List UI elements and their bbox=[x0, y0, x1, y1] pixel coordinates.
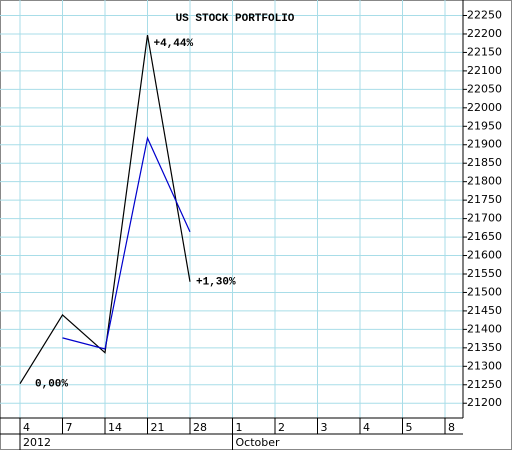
x-tick-label: 3 bbox=[321, 421, 328, 434]
y-tick-label: 21800 bbox=[467, 175, 502, 188]
x-tick-label: 2 bbox=[278, 421, 285, 434]
data-label: +4,44% bbox=[154, 38, 194, 50]
x-tick-label: 8 bbox=[448, 421, 455, 434]
y-tick-label: 21450 bbox=[467, 304, 502, 317]
x-tick-label: 21 bbox=[151, 421, 165, 434]
y-tick-label: 21200 bbox=[467, 396, 502, 409]
y-tick-label: 21750 bbox=[467, 193, 502, 206]
y-tick-label: 21650 bbox=[467, 230, 502, 243]
data-label: 0,00% bbox=[35, 379, 68, 391]
y-tick-label: 21900 bbox=[467, 138, 502, 151]
period-label: October bbox=[236, 436, 280, 449]
y-tick-label: 21850 bbox=[467, 156, 502, 169]
x-tick-label: 28 bbox=[193, 421, 207, 434]
y-tick-label: 22100 bbox=[467, 64, 502, 77]
x-tick-label: 1 bbox=[236, 421, 243, 434]
series-line bbox=[62, 136, 191, 350]
series-line bbox=[19, 34, 191, 384]
y-tick-label: 22200 bbox=[467, 27, 502, 40]
x-tick-label: 14 bbox=[108, 421, 122, 434]
x-tick-label: 5 bbox=[406, 421, 413, 434]
chart-title: US STOCK PORTFOLIO bbox=[176, 13, 295, 25]
y-tick-label: 21300 bbox=[467, 359, 502, 372]
data-label: +1,30% bbox=[196, 277, 236, 289]
y-tick-label: 22000 bbox=[467, 101, 502, 114]
y-tick-label: 21500 bbox=[467, 285, 502, 298]
y-tick-label: 22050 bbox=[467, 82, 502, 95]
y-tick-label: 21350 bbox=[467, 341, 502, 354]
y-tick-label: 21550 bbox=[467, 267, 502, 280]
y-tick-label: 21400 bbox=[467, 322, 502, 335]
x-tick-label: 4 bbox=[23, 421, 30, 434]
period-label: 2012 bbox=[23, 436, 51, 449]
y-tick-label: 21700 bbox=[467, 212, 502, 225]
y-tick-label: 21250 bbox=[467, 378, 502, 391]
y-tick-label: 21950 bbox=[467, 119, 502, 132]
x-tick-label: 4 bbox=[363, 421, 370, 434]
y-tick-label: 22250 bbox=[467, 9, 502, 22]
x-tick-label: 7 bbox=[66, 421, 73, 434]
y-tick-label: 21600 bbox=[467, 249, 502, 262]
y-tick-label: 22150 bbox=[467, 45, 502, 58]
